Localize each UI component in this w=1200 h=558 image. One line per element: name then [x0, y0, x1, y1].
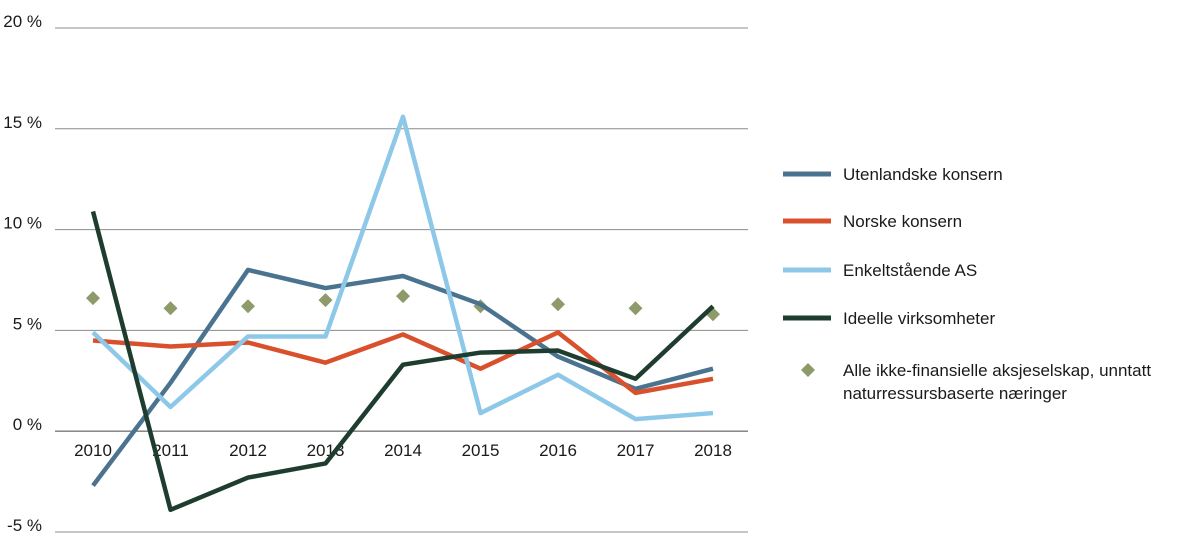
x-tick-label: 2018 [694, 441, 732, 460]
series-line-ideelle-virksomheter [90, 210, 715, 513]
x-axis-ticks: 2010 2011 2012 2013 2014 2015 2016 2017 2018 [74, 441, 732, 460]
y-tick-label: 10 % [3, 214, 42, 233]
y-tick-label: 15 % [3, 113, 42, 132]
y-tick-label: 20 % [3, 12, 42, 31]
x-tick-label: 2011 [152, 441, 189, 460]
legend-label: Enkeltstående AS [843, 261, 977, 280]
y-axis-ticks: 20 % 15 % 10 % 5 % 0 % -5 % [3, 12, 42, 535]
legend-label: Utenlandske konsern [843, 165, 1003, 184]
x-tick-label: 2016 [539, 441, 577, 460]
legend-label: Alle ikke-finansielle aksjeselskap, unnt… [843, 361, 1151, 380]
diamond-marker [86, 291, 100, 306]
diamond-marker [318, 293, 333, 308]
y-tick-label: -5 % [7, 516, 42, 535]
x-tick-label: 2017 [617, 441, 655, 460]
x-tick-label: 2012 [229, 441, 267, 460]
gridlines [55, 27, 748, 533]
legend-label: Norske konsern [843, 212, 962, 231]
diamond-marker [628, 301, 643, 316]
y-tick-label: 0 % [13, 415, 42, 434]
x-tick-label: 2015 [462, 441, 500, 460]
x-tick-label: 2010 [74, 441, 112, 460]
y-tick-label: 5 % [13, 314, 42, 333]
x-tick-label: 2013 [307, 441, 345, 460]
series-group [86, 114, 720, 513]
series-line-enkeltst-ende-as [91, 114, 714, 422]
series-line-norske-konsern [92, 330, 714, 396]
legend: Utenlandske konsern Norske konsern Enkelts… [783, 165, 1151, 403]
diamond-marker [396, 289, 410, 304]
legend-diamond-swatch [801, 363, 815, 377]
diamond-marker [163, 301, 178, 316]
legend-label: Ideelle virksomheter [843, 309, 995, 328]
diamond-marker [551, 297, 565, 312]
legend-label: naturressursbaserte næringer [843, 384, 1067, 403]
x-tick-label: 2014 [384, 441, 422, 460]
diamond-marker [241, 299, 255, 314]
